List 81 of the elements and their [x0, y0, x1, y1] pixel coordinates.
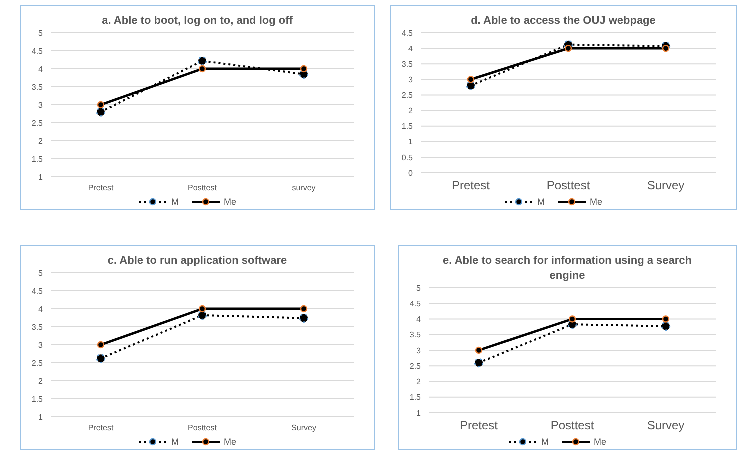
x-tick-label: Posttest	[188, 184, 218, 193]
x-tick-label: Survey	[647, 178, 685, 193]
y-tick-label: 2.5	[402, 91, 414, 100]
chart-title: d. Able to access the OUJ webpage	[470, 14, 657, 29]
legend-label: M	[537, 197, 545, 207]
y-tick-label: 2	[38, 376, 44, 386]
legend-label: M	[541, 437, 549, 447]
y-tick-label: 4	[408, 44, 414, 54]
x-tick-label: Survey	[647, 418, 685, 433]
y-tick-label: 4.5	[402, 28, 414, 38]
y-tick-label: 1.5	[402, 122, 414, 132]
y-tick-label: 5	[416, 284, 422, 293]
x-tick-label: Pretest	[452, 178, 491, 193]
x-tick-label: Posttest	[550, 418, 595, 433]
y-tick-label: 5	[38, 268, 44, 278]
point	[96, 354, 106, 364]
point	[299, 314, 309, 323]
y-tick-label: 1.5	[32, 154, 44, 164]
y-tick-label: 2.5	[32, 358, 44, 368]
y-tick-label: 0	[408, 168, 414, 178]
y-tick-label: 3	[408, 76, 414, 85]
y-tick-label: 3.5	[410, 330, 422, 340]
y-tick-label: 4.5	[410, 299, 422, 308]
legend-label: M	[171, 437, 179, 447]
point	[661, 322, 671, 332]
legend-label: Me	[224, 197, 236, 207]
point	[466, 81, 476, 90]
y-tick-label: 1	[38, 412, 44, 422]
point	[198, 310, 208, 320]
x-tick-label: survey	[292, 184, 316, 193]
legend-label: M	[171, 197, 179, 207]
x-tick-label: Posttest	[546, 178, 591, 193]
y-tick-label: 1	[38, 172, 44, 182]
y-tick-label: 2.5	[410, 362, 422, 371]
y-tick-label: 4	[416, 315, 422, 324]
legend-label: Me	[590, 197, 602, 207]
point	[568, 316, 576, 323]
point	[300, 305, 308, 313]
point	[96, 108, 106, 117]
legend-label: Me	[594, 437, 606, 447]
point	[662, 316, 670, 323]
y-tick-label: 2.5	[32, 118, 44, 128]
y-tick-label: 4	[38, 64, 44, 74]
point	[198, 56, 208, 66]
y-tick-label: 3.5	[32, 82, 44, 92]
point	[474, 358, 484, 368]
point	[475, 346, 483, 354]
x-tick-label: Survey	[292, 424, 316, 433]
point	[97, 341, 105, 349]
x-tick-label: Posttest	[188, 424, 218, 433]
y-tick-label: 1	[416, 408, 422, 418]
x-tick-label: Pretest	[88, 424, 114, 433]
point	[198, 65, 206, 73]
legend-label: Me	[224, 437, 236, 447]
point	[198, 305, 206, 313]
point	[467, 76, 475, 84]
y-tick-label: 3.5	[402, 60, 414, 69]
y-tick-label: 2	[38, 136, 44, 146]
chart-title: a. Able to boot, log on to, and log off	[101, 14, 294, 29]
y-tick-label: 3	[38, 100, 44, 110]
y-tick-label: 3.5	[32, 322, 44, 332]
x-tick-label: Pretest	[460, 418, 499, 433]
y-tick-label: 3	[416, 346, 422, 356]
y-tick-label: 1	[408, 138, 414, 147]
y-tick-label: 5	[38, 28, 44, 38]
point	[300, 65, 308, 73]
y-tick-label: 4	[38, 304, 44, 314]
point	[97, 101, 105, 109]
y-tick-label: 2	[408, 106, 414, 116]
y-tick-label: 4.5	[32, 286, 44, 296]
x-tick-label: Pretest	[88, 184, 114, 193]
y-tick-label: 2	[416, 378, 422, 387]
y-tick-label: 0.5	[402, 153, 414, 162]
chart-title: e. Able to search for information using a search engine	[442, 254, 693, 284]
y-tick-label: 3	[38, 340, 44, 350]
chart-title: c. Able to run application software	[106, 254, 288, 269]
point	[662, 44, 670, 52]
y-tick-label: 1.5	[410, 393, 422, 402]
point	[564, 44, 572, 52]
y-tick-label: 4.5	[32, 46, 44, 56]
y-tick-label: 1.5	[32, 394, 44, 404]
